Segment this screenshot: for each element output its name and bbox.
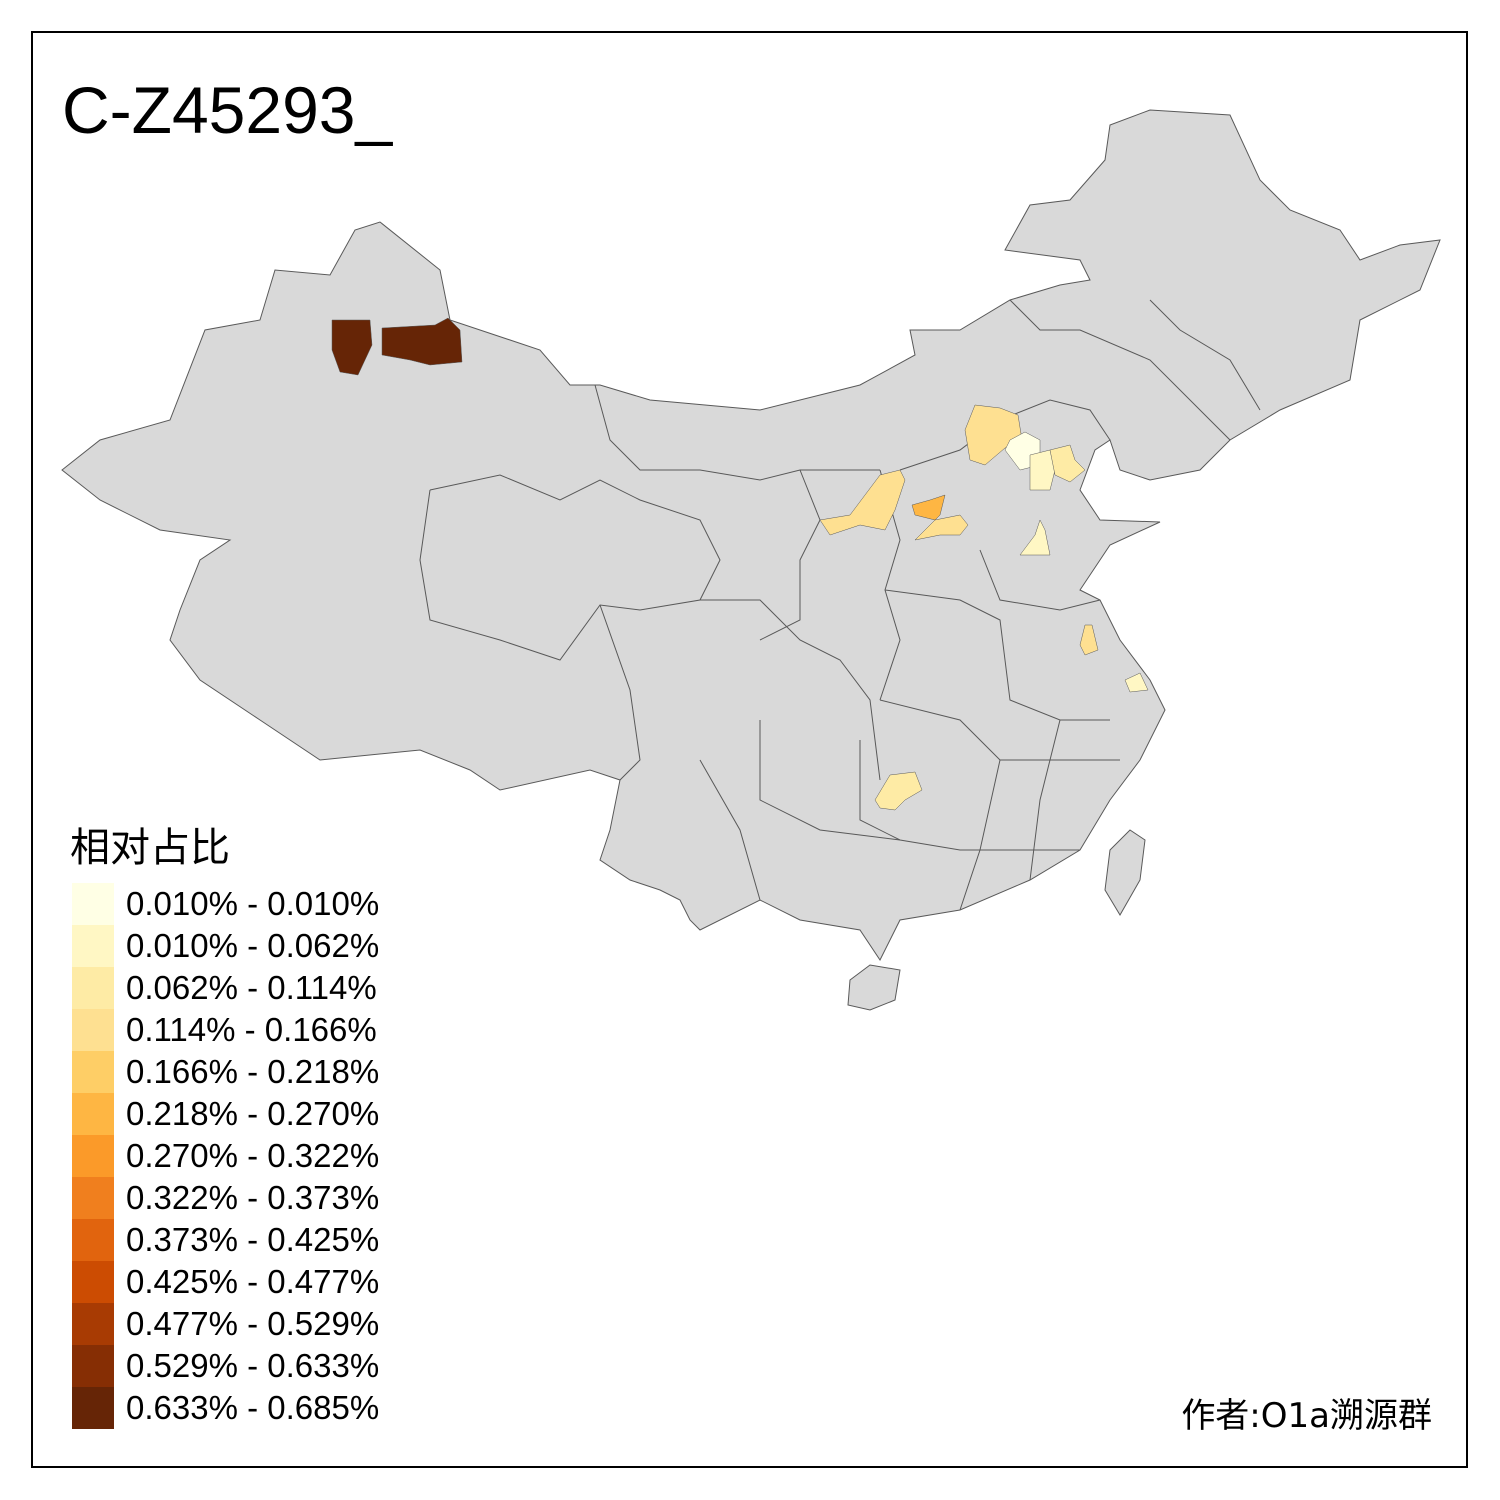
province-boundary bbox=[759, 720, 901, 841]
legend-swatch bbox=[72, 1387, 114, 1429]
taiwan-island bbox=[1104, 829, 1146, 916]
legend-label: 0.010% - 0.010% bbox=[126, 885, 380, 922]
province-boundary bbox=[959, 759, 1001, 911]
legend-label: 0.166% - 0.218% bbox=[126, 1053, 380, 1090]
legend-swatch bbox=[72, 925, 114, 967]
province-boundary bbox=[699, 759, 761, 901]
highlighted-region bbox=[1019, 519, 1051, 556]
legend-item: 0.322% - 0.373% bbox=[72, 1177, 379, 1219]
legend-item: 0.425% - 0.477% bbox=[72, 1261, 379, 1303]
legend-label: 0.322% - 0.373% bbox=[126, 1179, 380, 1216]
province-boundary bbox=[1149, 299, 1261, 411]
legend-swatch bbox=[72, 1135, 114, 1177]
legend-label: 0.529% - 0.633% bbox=[126, 1347, 380, 1384]
legend-item: 0.010% - 0.062% bbox=[72, 925, 379, 967]
highlighted-region bbox=[331, 319, 373, 376]
map-frame bbox=[31, 31, 1468, 1468]
china-mainland bbox=[61, 109, 1441, 961]
legend-swatch bbox=[72, 1261, 114, 1303]
legend-swatch bbox=[72, 1177, 114, 1219]
legend-item: 0.010% - 0.010% bbox=[72, 883, 379, 925]
highlighted-region bbox=[874, 771, 923, 811]
author-credit: 作者:O1a溯源群 bbox=[1181, 1396, 1432, 1436]
highlighted-region bbox=[911, 494, 946, 521]
legend-swatch bbox=[72, 967, 114, 1009]
province-boundary bbox=[859, 740, 1080, 851]
legend-title: 相对占比 bbox=[70, 825, 230, 871]
highlighted-region bbox=[819, 469, 906, 536]
province-boundary bbox=[700, 599, 881, 781]
province-boundary bbox=[1009, 299, 1231, 441]
legend-item: 0.529% - 0.633% bbox=[72, 1345, 379, 1387]
legend-item: 0.218% - 0.270% bbox=[72, 1093, 379, 1135]
legend-item: 0.373% - 0.425% bbox=[72, 1219, 379, 1261]
legend-swatch bbox=[72, 883, 114, 925]
legend-item: 0.633% - 0.685% bbox=[72, 1387, 379, 1429]
province-boundary bbox=[759, 469, 821, 641]
legend-label: 0.425% - 0.477% bbox=[126, 1263, 380, 1300]
legend-item: 0.062% - 0.114% bbox=[72, 967, 379, 1009]
legend-swatch bbox=[72, 1219, 114, 1261]
legend-item: 0.270% - 0.322% bbox=[72, 1135, 379, 1177]
highlighted-region bbox=[1079, 624, 1099, 656]
legend-swatch bbox=[72, 1303, 114, 1345]
legend-label: 0.010% - 0.062% bbox=[126, 927, 380, 964]
legend-label: 0.062% - 0.114% bbox=[126, 969, 377, 1006]
province-boundary bbox=[599, 604, 641, 781]
legend-swatch bbox=[72, 1093, 114, 1135]
legend-swatch bbox=[72, 1051, 114, 1093]
legend-swatch bbox=[72, 1345, 114, 1387]
legend-swatch bbox=[72, 1009, 114, 1051]
legend-item: 0.477% - 0.529% bbox=[72, 1303, 379, 1345]
province-boundary bbox=[884, 589, 1110, 721]
highlighted-region bbox=[1029, 449, 1056, 491]
map-title: C-Z45293_ bbox=[62, 73, 393, 147]
legend-label: 0.218% - 0.270% bbox=[126, 1095, 380, 1132]
province-boundary bbox=[979, 549, 1101, 611]
legend-label: 0.477% - 0.529% bbox=[126, 1305, 380, 1342]
legend-label: 0.270% - 0.322% bbox=[126, 1137, 380, 1174]
hainan-island bbox=[847, 964, 901, 1011]
legend-label: 0.633% - 0.685% bbox=[126, 1389, 380, 1426]
highlighted-region bbox=[914, 514, 969, 541]
highlighted-region bbox=[1049, 444, 1086, 483]
legend-item: 0.114% - 0.166% bbox=[72, 1009, 379, 1051]
province-boundary bbox=[1029, 719, 1061, 881]
highlighted-region bbox=[1124, 672, 1149, 693]
legend-item: 0.166% - 0.218% bbox=[72, 1051, 379, 1093]
province-boundary bbox=[899, 399, 1111, 471]
legend-label: 0.114% - 0.166% bbox=[126, 1011, 377, 1048]
legend-label: 0.373% - 0.425% bbox=[126, 1221, 380, 1258]
legend: 0.010% - 0.010% 0.010% - 0.062% 0.062% - 0… bbox=[72, 883, 379, 1429]
highlighted-region bbox=[381, 317, 463, 366]
